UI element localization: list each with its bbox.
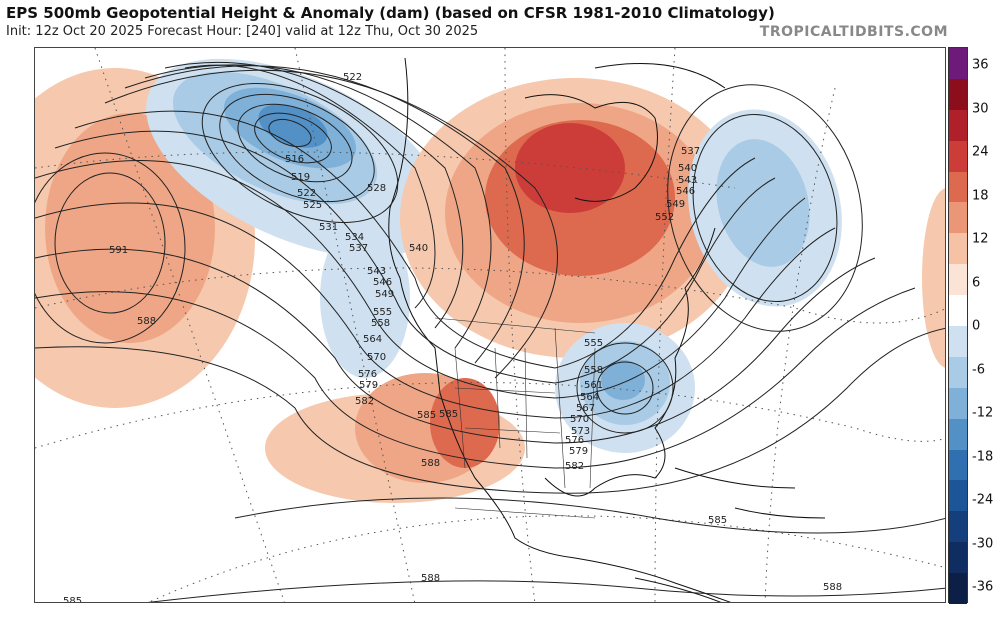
contour-label: 585 [417,410,436,421]
colorbar-segment [949,418,967,451]
contour-label: 588 [137,316,156,327]
colorbar-segment [949,542,967,574]
contour-label: 549 [666,199,685,210]
colorbar-segment [949,233,967,265]
anomaly-pacific-ridge-core [45,113,215,343]
colorbar-segment [949,295,967,327]
colorbar-segment [949,202,967,234]
contour-label: 588 [823,582,842,593]
colorbar-tick-label: 36 [972,57,989,73]
contour-label: 516 [285,154,304,165]
colorbar-segment [949,449,967,481]
anomaly-west-trough-4 [258,104,328,148]
colorbar-tick-label: 18 [972,188,989,203]
contour-label: 546 [373,277,392,288]
height-contours [35,61,945,602]
contour-label: 525 [303,200,322,211]
contour-label: 567 [576,403,595,414]
contour-label: 534 [345,232,364,243]
anomaly-colorbar [948,47,968,605]
contour-label: 585 [439,409,458,420]
contour-labels: 522 516 519 522 525 528 531 534 537 540 … [63,72,842,603]
contour-label: 519 [291,172,310,183]
map-subtitle: Init: 12z Oct 20 2025 Forecast Hour: [24… [6,24,479,39]
colorbar-tick-label: -12 [972,405,994,421]
colorbar-tick-label: 24 [972,144,989,160]
contour-label: 582 [355,396,374,407]
anomaly-west-coast-tail [320,218,410,378]
colorbar-segment [949,356,967,389]
contour-label: 579 [359,380,378,391]
colorbar-labels: 36 30 24 18 12 6 0 -6 -12 -18 -24 -30 -36 [972,47,1000,603]
contour-label: 546 [676,186,695,197]
state-borders [434,317,596,519]
contour-label: 528 [367,183,386,194]
contour-label: 585 [63,596,82,603]
map-canvas: 522 516 519 522 525 528 531 534 537 540 … [35,48,945,603]
contour-label: 537 [681,146,700,157]
contour-label: 579 [569,446,588,457]
contour-label: 588 [421,458,440,469]
contour-label: 558 [584,365,603,376]
contour-label: 543 [367,266,386,277]
contour-label: 549 [375,289,394,300]
contour-label: 537 [349,243,368,254]
colorbar-tick-label: -36 [972,579,994,595]
contour-label: 573 [571,426,590,437]
colorbar-tick-label: -30 [972,536,994,551]
contour-label: 576 [358,369,377,380]
header: EPS 500mb Geopotential Height & Anomaly … [0,0,1000,46]
contour-label: 522 [343,72,362,83]
colorbar-segment [949,387,967,420]
colorbar-segment [949,171,967,203]
colorbar-segment [949,573,967,605]
anomaly-southwest-ridge-3 [430,378,500,468]
colorbar-tick-label: 12 [972,231,989,247]
contour-label: 555 [584,338,603,349]
anomaly-atlantic-trough-2 [716,139,810,267]
contour-label: 585 [708,515,727,526]
colorbar-tick-label: -18 [972,449,994,464]
colorbar-tick-label: 0 [972,318,981,334]
contour-label: 561 [584,380,603,391]
colorbar-segment [949,140,967,173]
colorbar-segment [949,264,967,296]
colorbar-tick-label: 6 [972,275,981,290]
contour-label: 576 [565,435,584,446]
colorbar-tick-label: -24 [972,492,994,508]
weather-map: 522 516 519 522 525 528 531 534 537 540 … [34,47,946,603]
contour-label: 531 [319,222,338,233]
graticule [35,48,945,602]
contour-label: 552 [655,212,674,223]
contour-label: 582 [565,461,584,472]
colorbar-segment [949,48,967,80]
anomaly-shading [35,58,945,503]
anomaly-greenland-ridge-4 [515,123,625,213]
contour-label: 555 [373,307,392,318]
colorbar-segment [949,326,967,358]
colorbar-tick-label: 30 [972,101,989,116]
contour-label: 591 [109,245,128,256]
contour-label: 558 [371,318,390,329]
brand-watermark: TROPICALTIDBITS.COM [759,24,948,40]
coastlines [388,57,826,602]
contour-label: 540 [678,163,697,174]
contour-label: 540 [409,243,428,254]
contour-label: 570 [570,414,589,425]
contour-label: 588 [421,573,440,584]
contour-label: 570 [367,352,386,363]
contour-label: 543 [678,175,697,186]
colorbar-segment [949,511,967,543]
contour-label: 564 [580,392,599,403]
colorbar-segment [949,78,967,111]
anomaly-far-east-ridge [922,188,945,368]
colorbar-segment [949,480,967,512]
map-title: EPS 500mb Geopotential Height & Anomaly … [6,4,775,22]
colorbar-segment [949,109,967,142]
colorbar-tick-label: -6 [972,362,985,377]
contour-label: 564 [363,334,382,345]
contour-label: 522 [297,188,316,199]
